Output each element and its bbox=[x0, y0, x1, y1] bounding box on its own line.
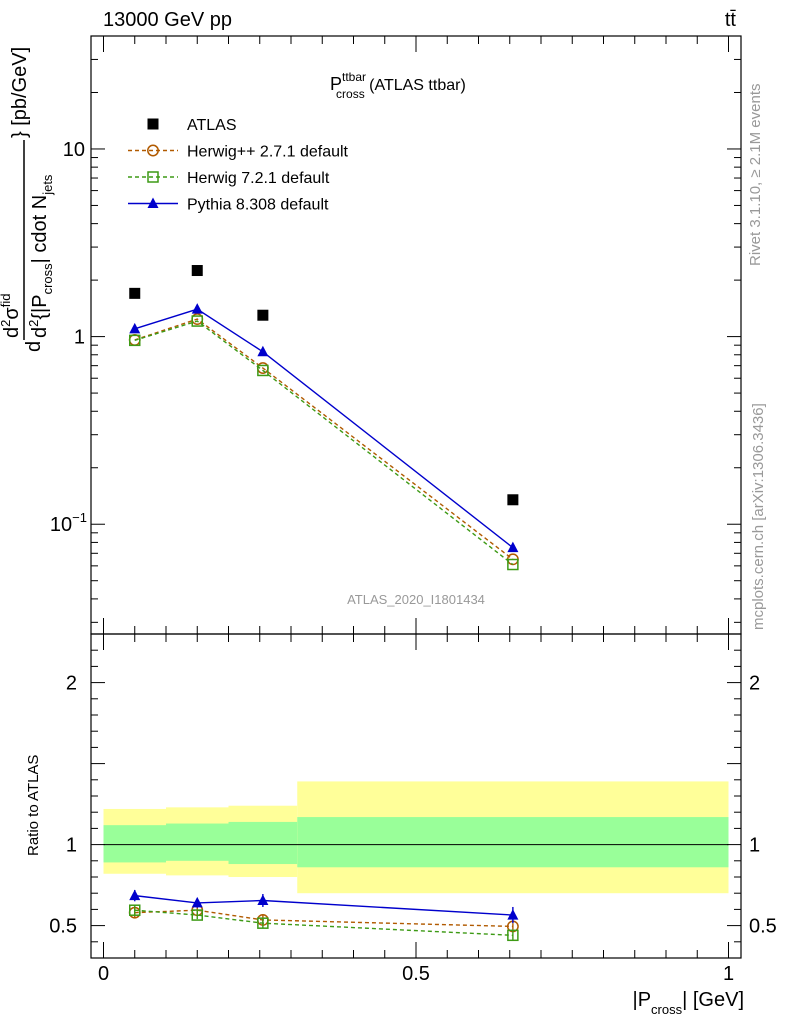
ratio-y-tick-label-left-1: 1 bbox=[66, 835, 77, 857]
legend-label-herwig-7-2-1-default: Herwig 7.2.1 default bbox=[187, 170, 330, 187]
legend-label-pythia-8-308-default: Pythia 8.308 default bbox=[187, 197, 329, 214]
inner-band-bin-3 bbox=[297, 817, 729, 868]
ratio-series bbox=[128, 889, 519, 942]
x-tick-label-0: 0 bbox=[98, 963, 109, 985]
ratio-point-pythia-8-308-default-1 bbox=[191, 896, 203, 908]
ylabel-sup2: 2 bbox=[0, 320, 13, 327]
ratio-point-herwig-7-2-1-default-0 bbox=[129, 904, 141, 916]
inner-band-bin-0 bbox=[103, 825, 166, 863]
ylabel-sub-cross: cross bbox=[40, 263, 55, 295]
ylabel-d1: d bbox=[23, 341, 45, 352]
inner-band-bin-2 bbox=[228, 821, 298, 865]
ratio-point-pythia-8-308-default-0 bbox=[129, 889, 141, 901]
main-y-tick-label-0: 10 bbox=[63, 139, 85, 161]
legend: ATLAS Herwig++ 2.7.1 default Herwig 7.2.1 … bbox=[128, 117, 349, 214]
ylabel-denominator: d2{|Pcross| cdot Njets bbox=[26, 174, 55, 338]
legend-marker-herwig-7-2-1-default bbox=[147, 171, 159, 183]
ratio-point-herwig-7-2-1-default-3 bbox=[507, 929, 519, 942]
ratio-point-herwig-7-2-1-default-2 bbox=[257, 917, 269, 929]
mcplots-label: mcplots.cern.ch [arXiv:1306.3436] bbox=[750, 403, 767, 630]
main-point-pythia-8-308-default-3 bbox=[507, 541, 519, 553]
header-process-label: tt̄ bbox=[725, 9, 737, 31]
legend-marker-herwig-2-7-1-default bbox=[147, 144, 159, 157]
main-line-pythia-8-308-default bbox=[134, 308, 514, 549]
xlabel-sub: cross bbox=[651, 1002, 683, 1017]
ylabel-sigma: σ bbox=[1, 307, 23, 320]
rivet-version-label: Rivet 3.1.10, ≥ 2.1M events bbox=[747, 84, 764, 267]
title-sub: cross bbox=[336, 87, 365, 101]
main-point-herwig-7-2-1-default-2 bbox=[257, 364, 269, 377]
title-main: P bbox=[330, 74, 342, 94]
ylabel-numerator: d2σfid bbox=[0, 294, 23, 338]
ratio-line-herwig-2-7-1-default bbox=[134, 909, 513, 928]
ylabel-sigma-sup: fid bbox=[0, 294, 13, 308]
ratio-y-tick-label-left-0: 2 bbox=[66, 673, 77, 695]
main-y-tick-label-2: 10−1 bbox=[50, 510, 87, 536]
main-point-pythia-8-308-default-0 bbox=[129, 322, 141, 334]
main-point-pythia-8-308-default-2 bbox=[257, 345, 269, 357]
title-suffix: (ATLAS ttbar) bbox=[365, 77, 466, 94]
ylabel-d2-top: d bbox=[1, 327, 23, 338]
legend-marker-pythia-8-308-default bbox=[147, 197, 159, 208]
ylabel-sub-jets: jets bbox=[40, 174, 55, 196]
ylabel-brace-left: {|P bbox=[29, 294, 51, 319]
svg-text:d: d bbox=[23, 341, 45, 352]
legend-marker-atlas bbox=[147, 118, 159, 130]
ratio-uncertainty-bands bbox=[103, 781, 729, 894]
main-point-herwig-7-2-1-default-1 bbox=[191, 315, 203, 327]
ylabel-mid: | cdot N bbox=[29, 195, 51, 264]
ratio-point-herwig-7-2-1-default-1 bbox=[191, 909, 203, 921]
ratio-point-pythia-8-308-default-3 bbox=[507, 909, 519, 920]
main-y-tick-label-base: 10 bbox=[63, 139, 85, 161]
main-point-atlas-2 bbox=[257, 309, 269, 321]
ratio-y-tick-label-left-2: 0.5 bbox=[49, 916, 77, 938]
main-point-herwig-7-2-1-default-0 bbox=[129, 334, 141, 347]
chart-title: Pttbar cross (ATLAS ttbar) bbox=[330, 70, 466, 101]
header-energy-label: 13000 GeV pp bbox=[103, 9, 232, 31]
main-line-herwig-2-7-1-default bbox=[134, 318, 514, 560]
legend-label-atlas: ATLAS bbox=[187, 117, 237, 134]
main-point-pythia-8-308-default-1 bbox=[191, 303, 203, 314]
title-sup: ttbar bbox=[342, 70, 366, 84]
ratio-y-tick-label-right-0: 2 bbox=[749, 673, 760, 695]
ratio-y-tick-label-right-2: 0.5 bbox=[749, 916, 777, 938]
main-y-tick-label-base: 10 bbox=[50, 514, 72, 536]
main-point-atlas-1 bbox=[191, 265, 203, 277]
xlabel-post: | [GeV] bbox=[682, 989, 744, 1011]
ratio-point-pythia-8-308-default-2 bbox=[257, 894, 269, 905]
ylabel-sup2-bottom: 2 bbox=[26, 320, 41, 327]
main-point-atlas-3 bbox=[507, 494, 519, 506]
legend-label-herwig-2-7-1-default: Herwig++ 2.7.1 default bbox=[187, 144, 349, 161]
main-line-herwig-7-2-1-default bbox=[134, 320, 514, 566]
main-y-tick-label-exp: −1 bbox=[72, 510, 87, 525]
x-tick-label-2: 1 bbox=[723, 963, 734, 985]
main-series bbox=[128, 265, 519, 571]
ratio-y-tick-label-right-1: 1 bbox=[749, 835, 760, 857]
main-point-herwig-7-2-1-default-3 bbox=[507, 558, 519, 571]
ylabel-d2-bottom: d bbox=[29, 327, 51, 338]
inner-band-bin-1 bbox=[166, 823, 229, 861]
ratio-y-axis-label: Ratio to ATLAS bbox=[25, 755, 42, 856]
analysis-watermark: ATLAS_2020_I1801434 bbox=[347, 592, 485, 607]
y-axis-label: d d2σfid d2{|Pcross| cdot Njets } [pb/Ge… bbox=[0, 47, 55, 352]
ratio-line-herwig-7-2-1-default bbox=[134, 909, 513, 937]
xlabel-pre: |P bbox=[633, 989, 652, 1011]
x-axis-label: |Pcross| [GeV] bbox=[633, 989, 745, 1017]
main-point-atlas-0 bbox=[129, 287, 141, 299]
x-tick-label-1: 0.5 bbox=[402, 963, 430, 985]
ratio-line-pythia-8-308-default bbox=[134, 894, 513, 916]
ylabel-unit: } [pb/GeV] bbox=[9, 47, 31, 138]
main-y-tick-label-base: 1 bbox=[74, 327, 85, 349]
main-y-tick-label-1: 1 bbox=[74, 327, 85, 349]
